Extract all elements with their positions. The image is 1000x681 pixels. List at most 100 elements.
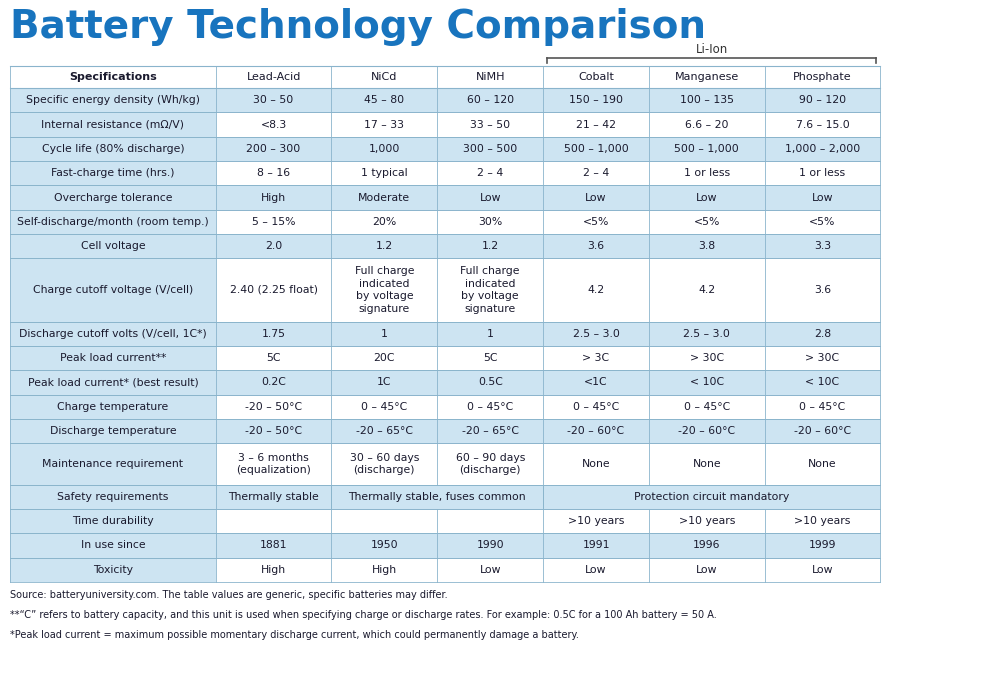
- Bar: [543, 419, 649, 443]
- Bar: [543, 533, 649, 558]
- Text: < 10C: < 10C: [690, 377, 724, 387]
- Text: Protection circuit mandatory: Protection circuit mandatory: [634, 492, 789, 502]
- Text: None: None: [692, 459, 721, 469]
- Text: Cell voltage: Cell voltage: [81, 241, 145, 251]
- Text: 5C: 5C: [483, 353, 497, 363]
- Text: Low: Low: [696, 565, 718, 575]
- Bar: [216, 321, 331, 346]
- Bar: [765, 558, 880, 582]
- Text: 60 – 90 days
(discharge): 60 – 90 days (discharge): [456, 453, 525, 475]
- Text: -20 – 60°C: -20 – 60°C: [567, 426, 625, 436]
- Text: 1C: 1C: [377, 377, 392, 387]
- Text: 30%: 30%: [478, 217, 502, 227]
- Text: Cycle life (80% discharge): Cycle life (80% discharge): [42, 144, 184, 154]
- Text: Time durability: Time durability: [72, 516, 154, 526]
- Text: 33 – 50: 33 – 50: [470, 119, 510, 129]
- Text: -20 – 50°C: -20 – 50°C: [245, 402, 302, 412]
- Text: Moderate: Moderate: [358, 193, 410, 202]
- Text: 2 – 4: 2 – 4: [477, 168, 503, 178]
- Text: 5C: 5C: [266, 353, 281, 363]
- Text: 4.2: 4.2: [587, 285, 605, 295]
- Bar: [543, 321, 649, 346]
- Text: Specifications: Specifications: [69, 72, 157, 82]
- Text: 1 or less: 1 or less: [684, 168, 730, 178]
- Bar: [649, 558, 765, 582]
- Text: 90 – 120: 90 – 120: [799, 95, 846, 105]
- Text: 60 – 120: 60 – 120: [467, 95, 514, 105]
- Bar: [10, 112, 216, 137]
- Bar: [331, 443, 437, 485]
- Text: Overcharge tolerance: Overcharge tolerance: [54, 193, 172, 202]
- Text: 150 – 190: 150 – 190: [569, 95, 623, 105]
- Text: Fast-charge time (hrs.): Fast-charge time (hrs.): [51, 168, 175, 178]
- Text: 200 – 300: 200 – 300: [246, 144, 301, 154]
- Text: 3.3: 3.3: [814, 241, 831, 251]
- Bar: [543, 161, 649, 185]
- Bar: [649, 66, 765, 88]
- Bar: [331, 137, 437, 161]
- Text: Low: Low: [696, 193, 718, 202]
- Bar: [10, 485, 216, 509]
- Text: **“C” refers to battery capacity, and this unit is used when specifying charge o: **“C” refers to battery capacity, and th…: [10, 610, 717, 620]
- Bar: [10, 66, 216, 88]
- Bar: [216, 485, 331, 509]
- Text: 0 – 45°C: 0 – 45°C: [799, 402, 846, 412]
- Bar: [649, 88, 765, 112]
- Text: 20%: 20%: [372, 217, 396, 227]
- Bar: [331, 419, 437, 443]
- Bar: [543, 88, 649, 112]
- Bar: [10, 185, 216, 210]
- Text: 3.8: 3.8: [698, 241, 715, 251]
- Bar: [331, 234, 437, 258]
- Bar: [216, 558, 331, 582]
- Bar: [10, 394, 216, 419]
- Text: 30 – 60 days
(discharge): 30 – 60 days (discharge): [350, 453, 419, 475]
- Bar: [765, 185, 880, 210]
- Bar: [765, 346, 880, 370]
- Bar: [216, 137, 331, 161]
- Bar: [543, 509, 649, 533]
- Bar: [765, 210, 880, 234]
- Text: -20 – 60°C: -20 – 60°C: [794, 426, 851, 436]
- Text: 1: 1: [487, 329, 494, 338]
- Bar: [437, 394, 543, 419]
- Bar: [543, 394, 649, 419]
- Bar: [765, 258, 880, 321]
- Bar: [649, 394, 765, 419]
- Text: 1950: 1950: [371, 541, 398, 550]
- Text: Source: batteryuniversity.com. The table values are generic, specific batteries : Source: batteryuniversity.com. The table…: [10, 590, 448, 600]
- Bar: [216, 394, 331, 419]
- Bar: [543, 112, 649, 137]
- Text: 3.6: 3.6: [814, 285, 831, 295]
- Bar: [765, 370, 880, 394]
- Text: Cobalt: Cobalt: [578, 72, 614, 82]
- Text: 0 – 45°C: 0 – 45°C: [573, 402, 619, 412]
- Bar: [437, 185, 543, 210]
- Bar: [649, 509, 765, 533]
- Text: Full charge
indicated
by voltage
signature: Full charge indicated by voltage signatu…: [460, 266, 520, 314]
- Bar: [331, 509, 437, 533]
- Text: Full charge
indicated
by voltage
signature: Full charge indicated by voltage signatu…: [355, 266, 414, 314]
- Bar: [543, 346, 649, 370]
- Bar: [649, 185, 765, 210]
- Text: 6.6 – 20: 6.6 – 20: [685, 119, 729, 129]
- Bar: [331, 88, 437, 112]
- Bar: [765, 66, 880, 88]
- Bar: [331, 370, 437, 394]
- Text: 1999: 1999: [809, 541, 836, 550]
- Text: 100 – 135: 100 – 135: [680, 95, 734, 105]
- Text: High: High: [261, 193, 286, 202]
- Bar: [649, 210, 765, 234]
- Text: *Peak load current = maximum possible momentary discharge current, which could p: *Peak load current = maximum possible mo…: [10, 630, 579, 640]
- Text: 1,000 – 2,000: 1,000 – 2,000: [785, 144, 860, 154]
- Bar: [649, 346, 765, 370]
- Bar: [437, 533, 543, 558]
- Text: Toxicity: Toxicity: [93, 565, 133, 575]
- Bar: [649, 161, 765, 185]
- Bar: [10, 161, 216, 185]
- Text: Discharge temperature: Discharge temperature: [50, 426, 176, 436]
- Text: 1.75: 1.75: [262, 329, 286, 338]
- Bar: [10, 558, 216, 582]
- Bar: [649, 370, 765, 394]
- Bar: [437, 88, 543, 112]
